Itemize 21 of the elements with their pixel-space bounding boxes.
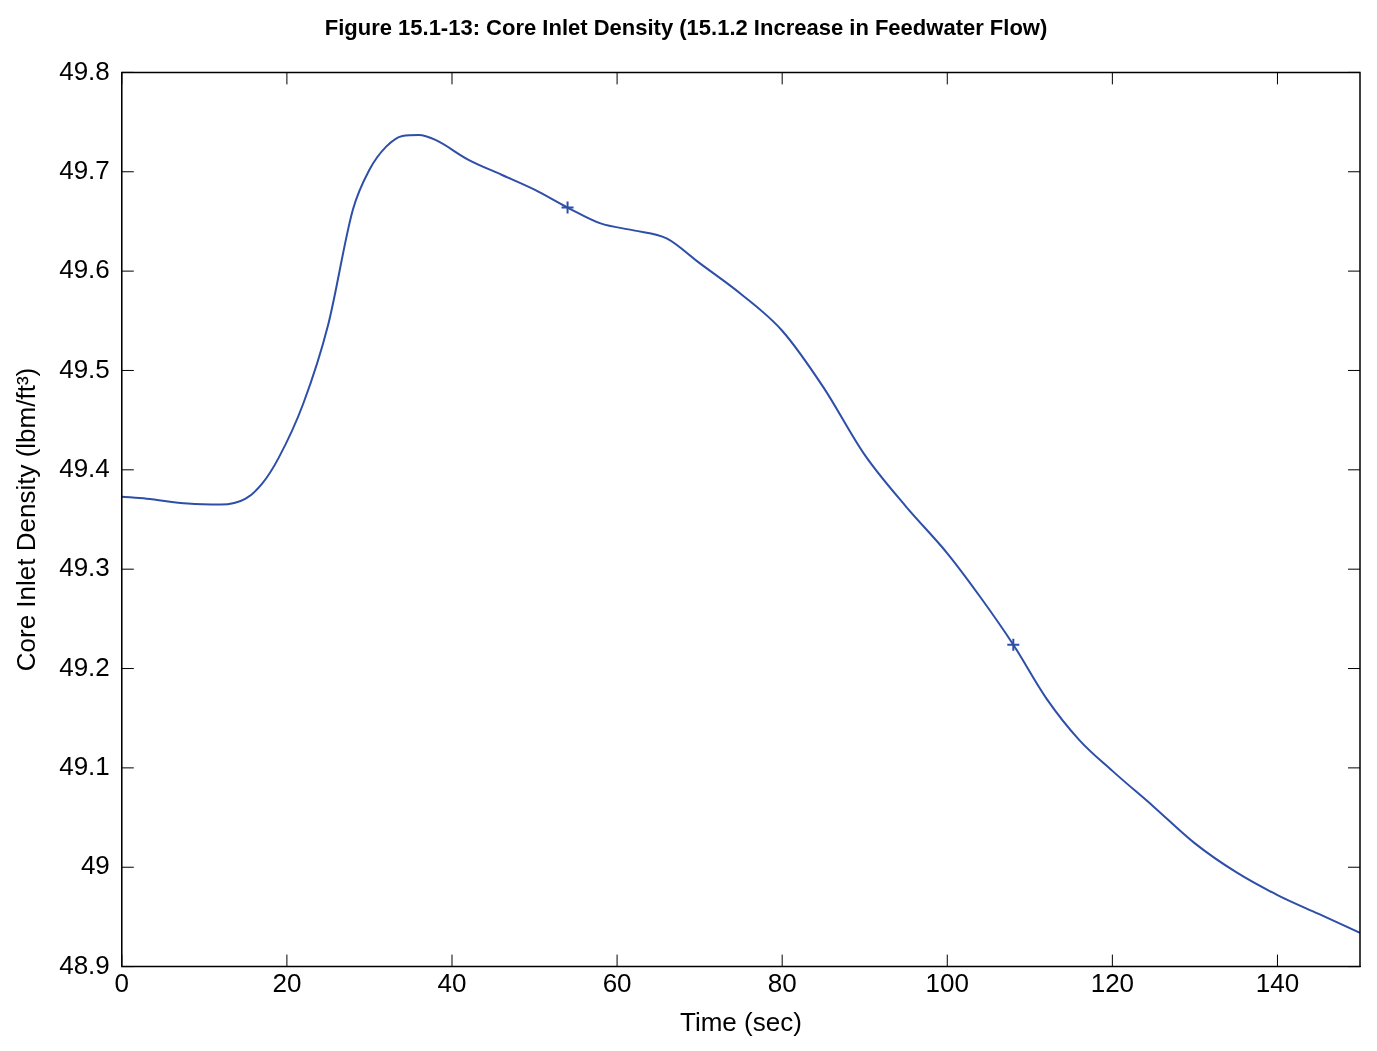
y-tick-label: 49.5 [59,353,110,384]
chart-title: Figure 15.1-13: Core Inlet Density (15.1.2 Increase in Feedwater Flow) [324,15,1048,41]
y-tick-label: 49.2 [59,651,110,682]
x-tick-label: 120 [1090,968,1135,999]
y-tick-label: 49.8 [59,55,110,86]
x-axis-title: Time (sec) [680,1006,802,1037]
x-tick-label: 0 [114,968,130,999]
x-tick-label: 80 [767,968,797,999]
y-tick-label: 49.6 [59,254,110,285]
y-tick-label: 49 [80,850,110,881]
y-tick-label: 49.4 [59,452,110,483]
x-tick-label: 60 [602,968,632,999]
y-tick-label: 49.7 [59,154,110,185]
x-tick-label: 40 [437,968,467,999]
y-tick-label: 48.9 [59,949,110,980]
x-tick-label: 100 [925,968,969,999]
y-tick-label: 49.1 [59,751,110,782]
y-axis-title: Core Inlet Density (lbm/ft³) [10,367,41,672]
x-tick-label: 20 [272,968,302,999]
y-tick-label: 49.3 [59,552,110,583]
x-tick-label: 140 [1255,968,1300,999]
